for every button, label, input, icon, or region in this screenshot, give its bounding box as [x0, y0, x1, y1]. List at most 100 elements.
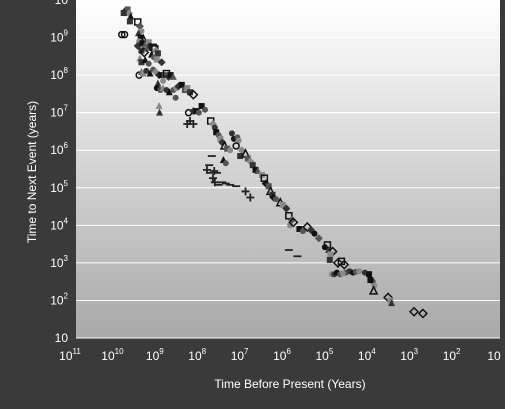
y-tick-exp: 3 [64, 254, 69, 263]
data-point [139, 47, 150, 58]
data-point [246, 193, 255, 202]
y-tick-exp: 4 [64, 216, 69, 225]
data-point [183, 119, 192, 128]
x-tick-exp: 2 [456, 347, 461, 356]
x-tick-exp: 7 [244, 347, 249, 356]
data-point [337, 257, 346, 266]
x-axis-title: Time Before Present (Years) [214, 377, 365, 391]
data-point [188, 89, 199, 100]
x-tick-label: 1010 [101, 347, 124, 363]
y-tick-exp: 5 [64, 179, 69, 188]
plot-area [76, 0, 500, 338]
svg-text:103: 103 [400, 347, 418, 363]
y-tick-base: 10 [50, 31, 64, 45]
data-point [282, 204, 291, 213]
data-point [156, 108, 164, 116]
x-tick-base: 10 [400, 349, 414, 363]
svg-text:106: 106 [273, 347, 291, 363]
x-tick-label: 103 [400, 347, 418, 363]
svg-text:109: 109 [146, 347, 164, 363]
svg-text:10: 10 [487, 349, 501, 363]
svg-text:10: 10 [55, 331, 69, 345]
data-point [154, 79, 162, 87]
y-tick-exp: 8 [64, 66, 69, 75]
data-point [161, 72, 168, 79]
data-point [208, 174, 217, 183]
data-point [127, 12, 135, 20]
data-point [296, 225, 303, 232]
data-point [265, 183, 272, 190]
x-tick-label: 105 [315, 347, 333, 363]
data-point [224, 145, 231, 152]
data-point [339, 270, 346, 277]
data-point [332, 257, 344, 268]
data-point [211, 124, 218, 131]
data-point [137, 34, 144, 41]
data-point [288, 217, 299, 228]
data-points [118, 6, 428, 319]
svg-text:1011: 1011 [59, 347, 81, 363]
svg-text:102: 102 [443, 347, 461, 363]
y-tick-base: 10 [50, 181, 64, 195]
x-axis-ticks: 1011 1010 109 108 107 106 105 104 103 102 10 [59, 347, 501, 363]
data-point [158, 72, 165, 79]
data-point [356, 268, 363, 275]
data-point [120, 10, 127, 17]
svg-text:105: 105 [315, 347, 333, 363]
data-point [126, 18, 133, 25]
data-point [252, 166, 259, 173]
data-point [146, 69, 154, 77]
svg-text:108: 108 [50, 66, 68, 82]
y-tick-label: 102 [50, 291, 68, 307]
data-point [140, 70, 147, 77]
x-tick-base: 10 [59, 349, 73, 363]
x-tick-exp: 4 [371, 347, 376, 356]
svg-text:107: 107 [231, 347, 249, 363]
x-tick-label: 1011 [59, 347, 81, 363]
svg-text:107: 107 [50, 104, 68, 120]
x-tick-base: 10 [443, 349, 457, 363]
data-point [120, 30, 129, 39]
y-tick-base: 10 [55, 0, 69, 7]
y-tick-exp: 6 [64, 141, 69, 150]
data-point [321, 244, 328, 251]
svg-text:1010: 1010 [101, 347, 124, 363]
y-tick-label: 104 [50, 216, 68, 232]
y-tick-base: 10 [50, 106, 64, 120]
x-tick-label: 10 [487, 349, 501, 363]
svg-text:10: 10 [55, 0, 69, 7]
x-tick-label: 106 [273, 347, 291, 363]
data-point [202, 106, 209, 113]
data-point [227, 147, 234, 154]
x-tick-base: 10 [101, 349, 115, 363]
data-point [184, 85, 191, 92]
data-point [366, 271, 373, 278]
data-point [302, 221, 313, 233]
y-tick-label: 106 [50, 141, 68, 157]
data-point [139, 40, 146, 47]
svg-text:102: 102 [50, 291, 68, 307]
data-point [339, 259, 350, 270]
y-tick-label: 107 [50, 104, 68, 120]
data-point [172, 94, 179, 101]
data-point [314, 234, 323, 243]
data-point [217, 135, 224, 142]
y-tick-exp: 9 [64, 29, 69, 38]
x-tick-label: 109 [146, 347, 164, 363]
data-point [228, 130, 235, 137]
svg-text:103: 103 [50, 254, 68, 270]
data-point [218, 138, 227, 147]
x-tick-exp: 9 [159, 347, 164, 356]
data-point [145, 60, 152, 67]
y-tick-label: 109 [50, 29, 68, 45]
data-point [153, 56, 160, 63]
data-point [124, 6, 131, 13]
svg-text:104: 104 [50, 216, 68, 232]
data-point [235, 137, 242, 144]
data-point [232, 142, 240, 150]
x-tick-base: 10 [146, 349, 160, 363]
x-tick-base: 10 [487, 349, 501, 363]
y-tick-base: 10 [50, 256, 64, 270]
